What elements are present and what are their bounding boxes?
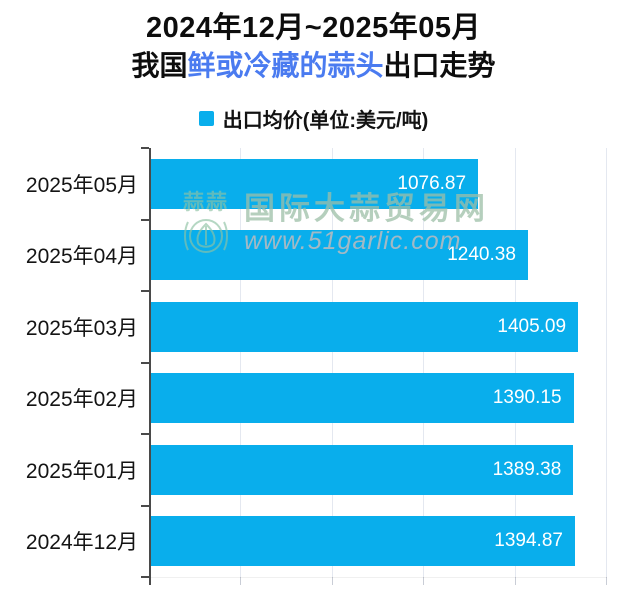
bar[interactable]: 1076.87 (150, 158, 479, 209)
category-label: 2025年03月 (25, 316, 138, 340)
gridline (514, 148, 516, 577)
x-axis-tick (606, 577, 607, 585)
value-label: 1389.38 (492, 458, 562, 480)
chart-row: 2024年12月 1394.87 (0, 506, 627, 578)
chart-row: 2025年01月 1389.38 (0, 434, 627, 506)
y-axis-tick (141, 576, 149, 578)
category-label: 2025年02月 (25, 388, 138, 412)
x-axis-tick (240, 577, 242, 585)
value-label: 1076.87 (397, 172, 467, 194)
bar-zone: 1405.09 (150, 291, 607, 363)
title-highlight: 鲜或冷藏的蒜头 (187, 50, 384, 81)
category-label: 2025年04月 (25, 245, 138, 269)
value-label: 1240.38 (447, 244, 516, 266)
bar-zone: 1389.38 (150, 434, 607, 506)
chart-title-line1: 2024年12月~2025年05月 (146, 12, 481, 44)
x-axis-tick (423, 577, 425, 585)
category-label: 2025年01月 (25, 459, 138, 483)
bar-zone: 1394.87 (150, 506, 607, 578)
bar[interactable]: 1390.15 (150, 373, 574, 424)
y-axis-tick (141, 361, 149, 364)
x-axis-tick (514, 577, 516, 585)
value-label: 1405.09 (497, 315, 567, 337)
bar[interactable]: 1389.38 (150, 444, 574, 495)
bar-rows: 2025年05月 1076.87 2025年04月 1240.38 2025年0… (0, 148, 627, 577)
title-suffix: 出口走势 (383, 50, 496, 81)
title-prefix: 我国 (131, 50, 188, 81)
y-axis-line (149, 148, 151, 585)
bar[interactable]: 1240.38 (150, 230, 528, 281)
y-axis-tick (141, 504, 149, 507)
gridline (606, 148, 607, 577)
legend-swatch-icon (198, 111, 214, 126)
bar-zone: 1240.38 (150, 220, 607, 292)
chart-row: 2025年03月 1405.09 (0, 291, 627, 363)
bar-zone: 1390.15 (150, 363, 607, 435)
y-axis-tick (141, 218, 149, 221)
category-label: 2024年12月 (25, 531, 138, 555)
x-axis-baseline (150, 577, 607, 578)
legend-item[interactable]: 出口均价(单位:美元/吨) (0, 104, 627, 133)
gridline (240, 148, 242, 577)
y-axis-tick (141, 147, 149, 149)
value-label: 1390.15 (492, 387, 562, 409)
gridline (331, 148, 333, 577)
chart-row: 2025年02月 1390.15 (0, 363, 627, 435)
category-label: 2025年05月 (25, 173, 138, 197)
legend-label: 出口均价(单位:美元/吨) (222, 110, 429, 132)
chart-title-line2: 我国鲜或冷藏的蒜头出口走势 (0, 44, 627, 84)
bar-zone: 1076.87 (150, 148, 607, 220)
y-axis-tick (141, 290, 149, 292)
gridline (423, 148, 425, 577)
bar[interactable]: 1405.09 (150, 301, 579, 352)
x-axis-tick (331, 577, 333, 585)
plot-gridlines (150, 148, 607, 585)
bar[interactable]: 1394.87 (150, 516, 575, 567)
chart-row: 2025年05月 1076.87 (0, 148, 627, 220)
chart-row: 2025年04月 1240.38 (0, 220, 627, 292)
y-axis-tick (141, 433, 149, 435)
value-label: 1394.87 (494, 530, 563, 552)
